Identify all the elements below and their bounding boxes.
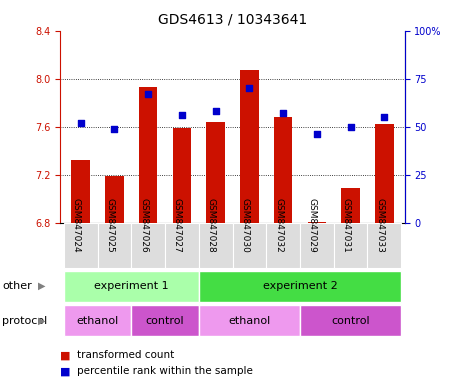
Text: GSM847026: GSM847026 <box>139 198 148 252</box>
Point <box>279 110 287 116</box>
Text: GSM847033: GSM847033 <box>375 198 384 252</box>
Point <box>212 108 219 114</box>
FancyBboxPatch shape <box>232 223 266 268</box>
Point <box>347 124 354 130</box>
Title: GDS4613 / 10343641: GDS4613 / 10343641 <box>158 13 307 27</box>
FancyBboxPatch shape <box>165 223 199 268</box>
FancyBboxPatch shape <box>131 305 199 336</box>
FancyBboxPatch shape <box>300 223 334 268</box>
Point <box>111 126 118 132</box>
Text: ■: ■ <box>60 366 71 376</box>
Text: ■: ■ <box>60 350 71 360</box>
FancyBboxPatch shape <box>199 270 401 302</box>
FancyBboxPatch shape <box>300 305 401 336</box>
Point <box>246 85 253 91</box>
Text: GSM847029: GSM847029 <box>308 198 317 252</box>
Text: ▶: ▶ <box>38 316 46 326</box>
Point <box>145 91 152 97</box>
FancyBboxPatch shape <box>98 223 131 268</box>
FancyBboxPatch shape <box>131 223 165 268</box>
Text: GSM847028: GSM847028 <box>206 198 216 252</box>
Text: experiment 1: experiment 1 <box>94 281 169 291</box>
Bar <box>105 176 124 223</box>
Text: ethanol: ethanol <box>76 316 119 326</box>
Text: protocol: protocol <box>2 316 47 326</box>
FancyBboxPatch shape <box>64 305 131 336</box>
Text: GSM847027: GSM847027 <box>173 198 182 252</box>
Text: ethanol: ethanol <box>228 316 271 326</box>
Bar <box>341 188 360 223</box>
Point <box>178 112 186 118</box>
FancyBboxPatch shape <box>64 270 199 302</box>
Text: ▶: ▶ <box>38 281 46 291</box>
Text: control: control <box>331 316 370 326</box>
Bar <box>72 161 90 223</box>
Text: GSM847032: GSM847032 <box>274 198 283 252</box>
Point <box>313 131 320 137</box>
Text: GSM847025: GSM847025 <box>106 198 114 252</box>
Point <box>380 114 388 120</box>
Bar <box>240 70 259 223</box>
Point <box>77 120 85 126</box>
FancyBboxPatch shape <box>367 223 401 268</box>
Bar <box>173 128 191 223</box>
Text: GSM847024: GSM847024 <box>72 198 81 252</box>
Text: experiment 2: experiment 2 <box>263 281 337 291</box>
Text: other: other <box>2 281 32 291</box>
Text: transformed count: transformed count <box>77 350 174 360</box>
Text: control: control <box>146 316 184 326</box>
Bar <box>307 222 326 223</box>
Text: percentile rank within the sample: percentile rank within the sample <box>77 366 252 376</box>
FancyBboxPatch shape <box>64 223 98 268</box>
Bar <box>139 87 158 223</box>
Text: GSM847031: GSM847031 <box>342 198 351 252</box>
Bar <box>274 117 292 223</box>
FancyBboxPatch shape <box>334 223 367 268</box>
Bar <box>206 122 225 223</box>
FancyBboxPatch shape <box>199 223 232 268</box>
Text: GSM847030: GSM847030 <box>240 198 249 252</box>
Bar <box>375 124 393 223</box>
FancyBboxPatch shape <box>199 305 300 336</box>
FancyBboxPatch shape <box>266 223 300 268</box>
